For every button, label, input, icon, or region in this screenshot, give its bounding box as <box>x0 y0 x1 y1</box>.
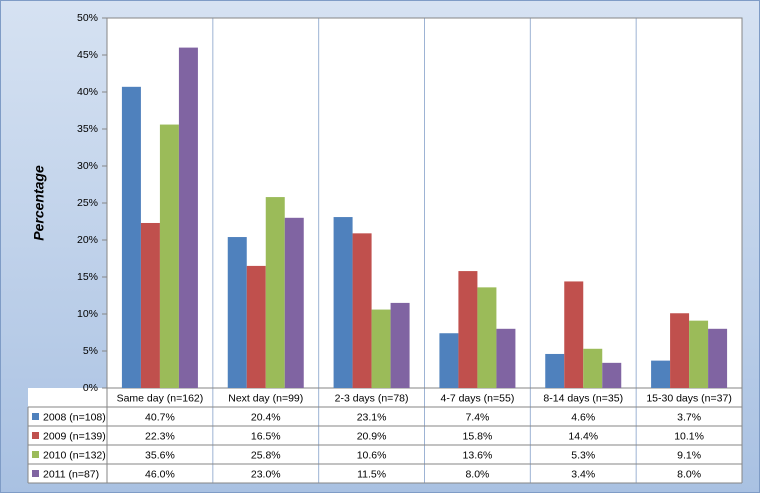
table-value: 16.5% <box>251 430 281 442</box>
table-value: 40.7% <box>145 411 175 423</box>
x-tick-label: 8-14 days (n=35) <box>543 392 623 404</box>
table-value: 10.1% <box>674 430 704 442</box>
plot-border <box>106 17 743 389</box>
y-tick-label: 40% <box>77 86 98 98</box>
bar <box>545 353 565 388</box>
table-value: 15.8% <box>463 430 493 442</box>
table-value: 46.0% <box>145 468 175 480</box>
y-tick-label: 35% <box>77 123 98 135</box>
bar <box>265 197 285 388</box>
bar <box>602 362 622 388</box>
x-tick-label: Next day (n=99) <box>228 392 303 404</box>
y-tick-label: 20% <box>77 234 98 246</box>
legend-key <box>32 451 39 458</box>
y-tick-label: 45% <box>77 49 98 61</box>
y-tick-label: 15% <box>77 271 98 283</box>
table-value: 25.8% <box>251 449 281 461</box>
legend-label: 2008 (n=108) <box>43 411 106 423</box>
y-tick-label: 5% <box>83 345 98 357</box>
bar <box>140 222 160 388</box>
bar <box>689 320 709 388</box>
table-value: 8.0% <box>465 468 489 480</box>
legend-key <box>32 413 39 420</box>
y-tick-label: 0% <box>83 382 98 394</box>
bar <box>333 217 353 388</box>
table-value: 23.1% <box>357 411 387 423</box>
table-value: 35.6% <box>145 449 175 461</box>
table-value: 3.7% <box>677 411 701 423</box>
bar <box>227 237 247 388</box>
table-value: 3.4% <box>571 468 595 480</box>
bar <box>670 313 690 388</box>
y-tick-label: 30% <box>77 160 98 172</box>
table-value: 8.0% <box>677 468 701 480</box>
bar <box>352 233 372 388</box>
table-value: 14.4% <box>568 430 598 442</box>
bar <box>708 328 728 388</box>
bar <box>583 348 603 388</box>
bar <box>458 271 478 388</box>
legend-label: 2011 (n=87) <box>43 468 99 480</box>
bar <box>284 217 304 388</box>
bar <box>246 265 266 388</box>
bar <box>496 328 516 388</box>
table-value: 4.6% <box>571 411 595 423</box>
table-value: 10.6% <box>357 449 387 461</box>
x-tick-label: Same day (n=162) <box>117 392 204 404</box>
table-value: 7.4% <box>465 411 489 423</box>
y-tick-label: 10% <box>77 308 98 320</box>
x-tick-label: 2-3 days (n=78) <box>335 392 409 404</box>
bar <box>121 86 141 388</box>
bar <box>159 124 179 388</box>
y-tick-label: 25% <box>77 197 98 209</box>
legend-key <box>32 470 39 477</box>
y-tick-label: 50% <box>77 12 98 24</box>
table-value: 13.6% <box>463 449 493 461</box>
legend-label: 2009 (n=139) <box>43 430 106 442</box>
bar <box>439 333 459 388</box>
table-value: 20.4% <box>251 411 281 423</box>
x-tick-label: 15-30 days (n=37) <box>646 392 732 404</box>
x-tick-label: 4-7 days (n=55) <box>440 392 514 404</box>
table-value: 22.3% <box>145 430 175 442</box>
table-value: 9.1% <box>677 449 701 461</box>
bar <box>390 302 410 388</box>
table-value: 20.9% <box>357 430 387 442</box>
legend-key <box>32 432 39 439</box>
bar <box>178 47 198 388</box>
bar <box>564 281 584 388</box>
data-table <box>28 388 742 483</box>
table-value: 5.3% <box>571 449 595 461</box>
table-value: 23.0% <box>251 468 281 480</box>
bar <box>371 309 391 388</box>
legend-label: 2010 (n=132) <box>43 449 106 461</box>
table-value: 11.5% <box>357 468 386 480</box>
y-axis-label: Percentage <box>31 165 47 241</box>
bar <box>651 360 671 388</box>
bar <box>477 287 497 388</box>
